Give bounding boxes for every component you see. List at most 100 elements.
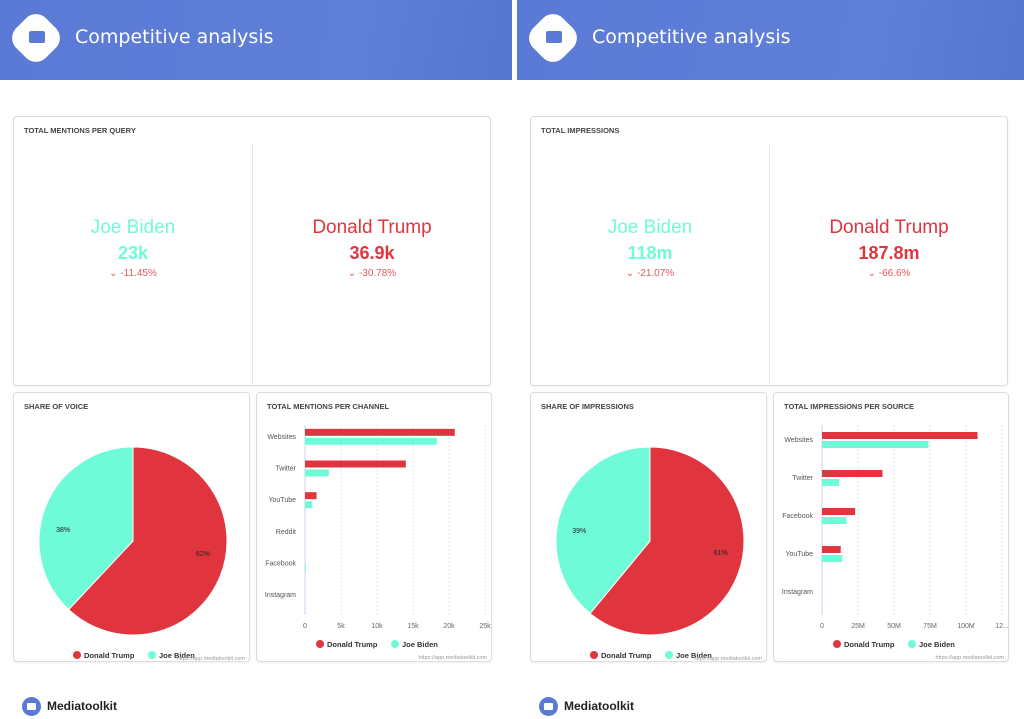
mediatoolkit-logo-icon bbox=[539, 697, 558, 716]
header-title: Competitive analysis bbox=[75, 26, 274, 48]
legend-dot-icon bbox=[391, 640, 399, 648]
pie-label: 61% bbox=[714, 550, 728, 557]
category-label: Instagram bbox=[265, 592, 296, 599]
bar-biden-facebook bbox=[305, 564, 306, 572]
category-label: YouTube bbox=[268, 497, 296, 504]
legend-item[interactable]: Donald Trump bbox=[601, 651, 652, 660]
tick-label: 75M bbox=[923, 623, 937, 630]
tick-label: 100M bbox=[957, 623, 975, 630]
legend-item[interactable]: Donald Trump bbox=[844, 640, 895, 649]
chevron-down-icon: ⌄ bbox=[867, 268, 879, 279]
legend-item[interactable]: Joe Biden bbox=[402, 640, 438, 649]
stat-name: Joe Biden bbox=[607, 217, 693, 238]
bar-trump-facebook bbox=[822, 508, 856, 515]
bar-card: TOTAL MENTIONS PER CHANNEL 0 5k 10k 15k 20k 2… bbox=[256, 392, 492, 662]
report-page: Competitive analysis TOTAL IMPRESSIONS J… bbox=[517, 0, 1024, 719]
stat-change: ⌄ -30.78% bbox=[253, 268, 491, 279]
report-page: Competitive analysis TOTAL MENTIONS PER … bbox=[0, 0, 512, 716]
bar-biden-websites bbox=[305, 437, 437, 445]
stat-name: Donald Trump bbox=[312, 217, 432, 238]
tick-label: 20k bbox=[443, 623, 455, 630]
legend-item[interactable]: Donald Trump bbox=[84, 651, 135, 660]
stats-card: TOTAL MENTIONS PER QUERY Joe Biden 23k ⌄… bbox=[13, 116, 491, 386]
stats-card: TOTAL IMPRESSIONS Joe Biden 118m ⌄ -21.0… bbox=[530, 116, 1008, 386]
tick-label: 12... bbox=[995, 623, 1009, 630]
footer-brand: Mediatoolkit bbox=[564, 699, 635, 713]
tick-label: 10k bbox=[371, 623, 383, 630]
category-label: Facebook bbox=[265, 561, 296, 568]
tick-label: 0 bbox=[303, 623, 307, 630]
legend-dot-icon bbox=[73, 651, 81, 659]
header: Competitive analysis bbox=[517, 0, 1024, 80]
card-title: SHARE OF IMPRESSIONS bbox=[541, 402, 634, 411]
stat-change: ⌄ -66.6% bbox=[770, 268, 1008, 279]
bar-biden-youtube bbox=[305, 501, 313, 509]
pie-chart: 61% 39% Donald Trump Joe Bidenhttps://app.m… bbox=[555, 446, 763, 662]
watermark: https://app.mediatoolkit.com bbox=[177, 656, 246, 662]
bar-biden-facebook bbox=[822, 517, 847, 524]
bar-chart: 0 25M 50M 75M 100M 12... Websites Twitter Facebo… bbox=[782, 425, 1009, 661]
legend-dot-icon bbox=[833, 640, 841, 648]
legend-item[interactable]: Joe Biden bbox=[159, 651, 195, 660]
category-label: Twitter bbox=[275, 466, 296, 473]
pie-slice-trump bbox=[67, 446, 228, 636]
tick-label: 15k bbox=[407, 623, 419, 630]
stat-value: 23k bbox=[117, 243, 149, 263]
category-label: Instagram bbox=[782, 589, 813, 596]
bar-biden-websites bbox=[822, 441, 929, 448]
legend-item[interactable]: Donald Trump bbox=[327, 640, 378, 649]
tick-label: 50M bbox=[887, 623, 901, 630]
bar-card: TOTAL IMPRESSIONS PER SOURCE 0 25M 50M 75M 1… bbox=[773, 392, 1009, 662]
stat-change-value: -11.45% bbox=[120, 268, 157, 279]
pie-chart: 62% 38% Donald Trump Joe Bidenhttps://app.m… bbox=[38, 446, 246, 662]
bar-chart: 0 5k 10k 15k 20k 25k Websites Twitter YouTube Red… bbox=[265, 425, 491, 661]
stat-value: 187.8m bbox=[858, 243, 920, 263]
legend-dot-icon bbox=[148, 651, 156, 659]
legend-item[interactable]: Joe Biden bbox=[919, 640, 955, 649]
bar-biden-youtube bbox=[822, 555, 843, 562]
stat-trump: Donald Trump 36.9k ⌄ -30.78% bbox=[253, 217, 491, 279]
legend-dot-icon bbox=[665, 651, 673, 659]
stat-trump: Donald Trump 187.8m ⌄ -66.6% bbox=[770, 217, 1008, 279]
category-label: YouTube bbox=[785, 551, 813, 558]
divider bbox=[252, 145, 253, 385]
tick-label: 25M bbox=[851, 623, 865, 630]
header-title: Competitive analysis bbox=[592, 26, 791, 48]
tick-label: 0 bbox=[820, 623, 824, 630]
category-label: Reddit bbox=[276, 529, 296, 536]
pie-label: 38% bbox=[56, 527, 70, 534]
stat-name: Donald Trump bbox=[829, 217, 949, 238]
category-label: Twitter bbox=[792, 475, 813, 482]
legend-dot-icon bbox=[590, 651, 598, 659]
bar-trump-websites bbox=[305, 428, 455, 436]
bar-trump-youtube bbox=[305, 492, 317, 500]
divider bbox=[769, 145, 770, 385]
stat-change-value: -30.78% bbox=[358, 268, 397, 279]
stat-biden: Joe Biden 23k ⌄ -11.45% bbox=[14, 217, 252, 279]
chevron-down-icon: ⌄ bbox=[109, 268, 121, 279]
pie-slice-trump bbox=[589, 446, 745, 636]
bar-trump-twitter bbox=[822, 470, 883, 477]
category-label: Facebook bbox=[782, 513, 813, 520]
bar-trump-youtube bbox=[822, 546, 841, 553]
card-title: TOTAL MENTIONS PER QUERY bbox=[24, 126, 136, 135]
pie-slice-biden bbox=[555, 446, 651, 615]
mediatoolkit-logo-icon bbox=[22, 697, 41, 716]
watermark: https://app.mediatoolkit.com bbox=[694, 656, 763, 662]
legend-item[interactable]: Joe Biden bbox=[676, 651, 712, 660]
bar-trump-twitter bbox=[305, 460, 406, 468]
card-title: TOTAL IMPRESSIONS PER SOURCE bbox=[784, 402, 915, 411]
pie-label: 39% bbox=[572, 528, 586, 535]
bar-biden-twitter bbox=[822, 479, 840, 486]
pie-slice-biden bbox=[38, 446, 134, 611]
tick-label: 25k bbox=[479, 623, 491, 630]
chevron-down-icon: ⌄ bbox=[625, 268, 637, 279]
card-title: SHARE OF VOICE bbox=[24, 402, 89, 411]
card-title: TOTAL MENTIONS PER CHANNEL bbox=[267, 402, 390, 411]
stat-value: 118m bbox=[627, 243, 673, 263]
category-label: Websites bbox=[267, 434, 296, 441]
stat-name: Joe Biden bbox=[90, 217, 176, 238]
bar-biden-twitter bbox=[305, 469, 329, 477]
card-title: TOTAL IMPRESSIONS bbox=[541, 126, 620, 135]
stat-change: ⌄ -11.45% bbox=[14, 268, 252, 279]
